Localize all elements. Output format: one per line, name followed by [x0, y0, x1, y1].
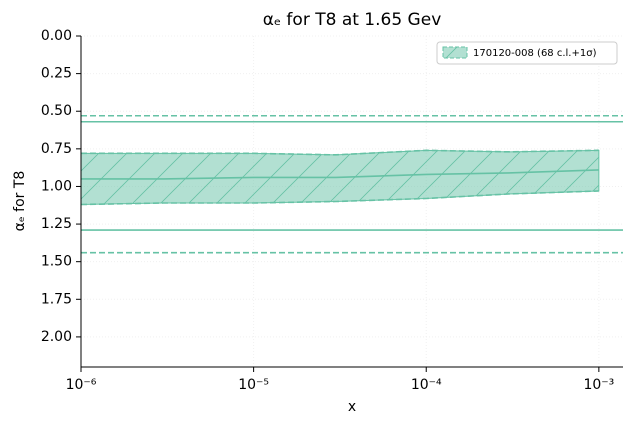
- x-tick-label: 10⁻⁴: [411, 377, 442, 393]
- band-upper: [81, 149, 599, 156]
- y-tick-label: 0.00: [41, 28, 72, 44]
- series-line: [81, 169, 599, 180]
- y-tick-label: 1.25: [41, 216, 72, 232]
- legend-swatch-hatch: [443, 47, 467, 58]
- y-tick-label: 2.00: [41, 329, 72, 345]
- band-lower: [80, 190, 599, 206]
- x-tick-label: 10⁻⁶: [66, 377, 97, 393]
- x-axis-label: x: [348, 399, 356, 415]
- x-tick-label: 10⁻⁵: [238, 377, 269, 393]
- y-axis-label: αₑ for T8: [12, 171, 28, 232]
- y-tick-label: 1.75: [41, 291, 72, 307]
- y-tick-label: 0.75: [41, 141, 72, 157]
- chart-title: αₑ for T8 at 1.65 Gev: [263, 10, 442, 30]
- y-tick-label: 1.00: [41, 178, 72, 194]
- x-tick-label: 10⁻³: [583, 377, 614, 393]
- y-tick-label: 0.50: [41, 103, 72, 119]
- legend-label: 170120-008 (68 c.l.+1σ): [473, 48, 597, 59]
- legend-box: [436, 41, 618, 65]
- y-tick-label: 0.25: [41, 66, 72, 82]
- y-tick-label: 1.50: [41, 254, 72, 270]
